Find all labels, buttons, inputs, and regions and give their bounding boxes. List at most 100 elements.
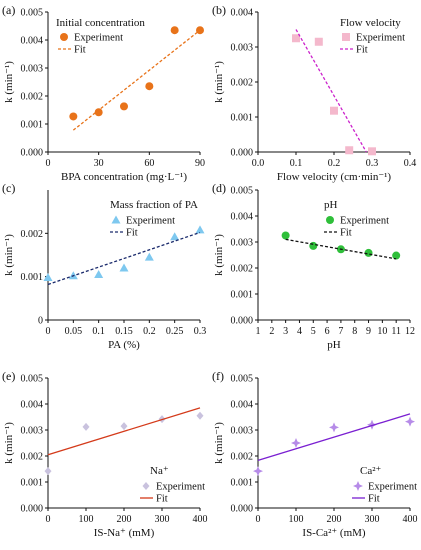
- panel-title: Ca²⁺: [360, 465, 382, 477]
- y-tick-label: 0.001: [21, 478, 44, 489]
- legend-label-fit: Fit: [126, 228, 138, 239]
- y-tick-label: 0.002: [231, 78, 254, 89]
- y-tick-label: 0.004: [21, 36, 44, 47]
- panel-label: (a): [2, 3, 15, 17]
- x-axis-label: IS-Ca²⁺ (mM): [302, 527, 366, 539]
- y-tick-label: 0.002: [21, 452, 44, 463]
- x-tick-label: 200: [327, 514, 342, 525]
- x-tick-label: 0.1: [92, 326, 105, 337]
- x-tick-label: 0.3: [194, 326, 207, 337]
- data-point: [291, 438, 301, 448]
- panel-f: 0.000 0.001 0.002 0.003 0.004 0.005 0 100 200 300…: [212, 369, 418, 539]
- data-point: [329, 422, 339, 433]
- x-tick-label: 5: [311, 326, 316, 337]
- data-point: [170, 26, 179, 35]
- legend-marker-experiment: [342, 33, 350, 41]
- x-tick-label: 0.0: [252, 158, 265, 169]
- x-tick-label: 0: [256, 514, 261, 525]
- x-tick-label: 1: [256, 326, 261, 337]
- x-tick-label: 0.3: [366, 158, 379, 169]
- x-tick-label: 400: [193, 514, 208, 525]
- fit-line: [257, 413, 411, 462]
- y-tick-label: 0.002: [21, 229, 44, 240]
- x-tick-label: 2: [269, 326, 274, 337]
- data-point: [120, 102, 128, 111]
- panel-title: Na⁺: [150, 465, 169, 477]
- y-axis-label: k (min⁻¹): [213, 234, 225, 276]
- fit-line: [47, 231, 201, 286]
- y-tick-label: 0.002: [231, 452, 254, 463]
- y-tick-label: 0.000: [231, 148, 254, 159]
- y-tick-label: 0.003: [231, 238, 254, 249]
- y-tick-label: 0.005: [21, 8, 44, 19]
- x-tick-label: 11: [391, 326, 401, 337]
- x-tick-label: 0.2: [328, 158, 341, 169]
- data-point: [253, 466, 263, 477]
- y-tick-label: 0.001: [231, 113, 254, 124]
- y-tick-label: 0.005: [21, 374, 44, 385]
- panel-label: (d): [212, 181, 226, 195]
- x-tick-label: 0.4: [404, 158, 417, 169]
- data-point: [195, 225, 205, 234]
- x-tick-label: 100: [289, 514, 304, 525]
- x-tick-label: 6: [325, 326, 330, 337]
- x-tick-label: 0.15: [115, 326, 133, 337]
- x-tick-label: 0.2: [143, 326, 156, 337]
- x-axis-label: IS-Na⁺ (mM): [94, 527, 155, 539]
- x-tick-label: 200: [117, 514, 132, 525]
- data-point: [314, 37, 323, 46]
- data-point: [309, 241, 318, 250]
- panel-label: (f): [212, 369, 224, 383]
- panel-title: pH: [324, 199, 338, 211]
- y-tick-label: 0.001: [21, 272, 44, 283]
- x-tick-label: 0.05: [65, 326, 83, 337]
- y-tick-label: 0.000: [231, 504, 254, 515]
- x-tick-label: 0: [46, 158, 51, 169]
- y-tick-label: 0.000: [21, 504, 44, 515]
- y-tick-label: 0.005: [231, 374, 254, 385]
- panel-b: 0.000 0.001 0.002 0.003 0.004 0.0 0.1 0.2 0.3 0.4…: [212, 3, 416, 183]
- x-axis-label: pH: [327, 339, 341, 351]
- x-tick-label: 3: [283, 326, 288, 337]
- x-tick-label: 0: [46, 326, 51, 337]
- data-point: [120, 422, 128, 431]
- y-tick-label: 0.002: [231, 264, 254, 275]
- data-point: [144, 252, 154, 261]
- legend-marker-experiment: [60, 33, 68, 41]
- legend-label-experiment: Experiment: [156, 482, 205, 493]
- x-tick-label: 300: [365, 514, 380, 525]
- fit-line: [47, 407, 201, 456]
- legend-marker-experiment: [353, 481, 363, 491]
- x-tick-label: 7: [338, 326, 343, 337]
- legend-label-fit: Fit: [340, 228, 352, 239]
- x-tick-label: 100: [79, 514, 94, 525]
- x-tick-label: 400: [403, 514, 418, 525]
- x-tick-label: 30: [94, 158, 104, 169]
- data-point: [367, 419, 377, 430]
- data-point: [94, 270, 104, 278]
- legend-marker-experiment: [326, 216, 334, 224]
- x-tick-label: 12: [405, 326, 415, 337]
- panel-a: 0.000 0.001 0.002 0.003 0.004 0.005 0 30 60 90 BPA…: [2, 3, 205, 183]
- fit-line: [72, 29, 201, 131]
- fit-line: [285, 238, 397, 260]
- legend-marker-experiment: [111, 215, 121, 224]
- x-tick-label: 8: [352, 326, 357, 337]
- panel-title: Flow velocity: [340, 17, 401, 29]
- legend-label-experiment: Experiment: [356, 33, 405, 44]
- y-tick-label: 0.002: [21, 92, 44, 103]
- y-tick-label: 0.001: [231, 290, 254, 301]
- data-point: [405, 416, 415, 427]
- x-tick-label: 0.1: [290, 158, 303, 169]
- y-tick-label: 0.003: [21, 64, 44, 75]
- data-point: [82, 422, 90, 431]
- panel-title: Initial concentration: [56, 17, 145, 29]
- data-point: [94, 108, 103, 117]
- y-axis-label: k (min⁻¹): [213, 422, 225, 464]
- data-point: [145, 82, 154, 91]
- data-point: [368, 147, 376, 156]
- data-point: [43, 273, 53, 282]
- data-point: [281, 231, 290, 240]
- x-axis-label: Flow velocity (cm·min⁻¹): [277, 171, 392, 183]
